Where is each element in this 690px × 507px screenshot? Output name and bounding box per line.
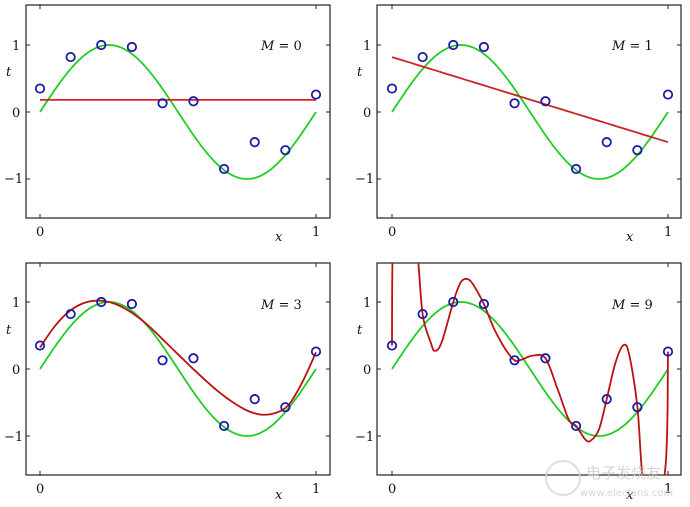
axis-ticks [377, 5, 681, 218]
x-axis-label: x [626, 488, 634, 503]
model-order-label: M = 0 [260, 39, 302, 54]
axis-ticks [26, 5, 330, 218]
plot-curves [391, 263, 669, 475]
y-axis-label: t [357, 323, 363, 338]
y-tick-neg1: −1 [355, 430, 374, 445]
y-tick-1: 1 [363, 39, 371, 54]
x-tick-0: 0 [388, 225, 396, 240]
panel-m3: 1 0 −1 t 0 1 x M = 3 [4, 262, 331, 503]
y-axis-label: t [6, 65, 12, 80]
y-tick-0: 0 [363, 363, 371, 378]
y-tick-neg1: −1 [355, 172, 374, 187]
model-order-label: M = 9 [611, 298, 653, 313]
plot-curves [39, 44, 317, 180]
y-tick-1: 1 [363, 296, 371, 311]
x-tick-1: 1 [312, 225, 320, 240]
panel-m1: 1 0 −1 t 0 1 x M = 1 [355, 4, 682, 245]
x-axis-label: x [275, 488, 283, 503]
plot-curves [39, 299, 317, 437]
y-axis-label: t [357, 65, 363, 80]
panel-m0: 1 0 −1 t 0 1 x M = 0 [4, 4, 331, 245]
x-axis-label: x [626, 230, 634, 245]
y-axis-label: t [6, 323, 12, 338]
y-tick-1: 1 [12, 296, 20, 311]
data-points [386, 39, 674, 175]
x-tick-1: 1 [312, 482, 320, 497]
model-order-label: M = 1 [611, 39, 653, 54]
x-tick-1: 1 [664, 225, 672, 240]
y-tick-0: 0 [12, 363, 20, 378]
watermark-logo-icon [545, 460, 581, 496]
model-order-label: M = 3 [260, 298, 302, 313]
axis-ticks [26, 263, 330, 475]
watermark: 电子发烧友 www.elecfans.com [545, 460, 673, 499]
x-tick-0: 0 [36, 482, 44, 497]
panel-m9: 1 0 −1 t 0 1 x M = 9 [355, 262, 682, 503]
plot-curves [391, 44, 669, 180]
watermark-text: 电子发烧友 [586, 464, 661, 482]
data-points [34, 39, 322, 175]
data-points [386, 296, 674, 432]
x-tick-1: 1 [664, 482, 672, 497]
y-tick-1: 1 [12, 39, 20, 54]
y-tick-0: 0 [363, 106, 371, 121]
watermark-url: www.elecfans.com [580, 488, 673, 499]
y-tick-0: 0 [12, 106, 20, 121]
x-tick-0: 0 [36, 225, 44, 240]
y-tick-neg1: −1 [4, 172, 23, 187]
x-tick-0: 0 [388, 482, 396, 497]
data-points [34, 296, 322, 432]
x-axis-label: x [275, 230, 283, 245]
y-tick-neg1: −1 [4, 430, 23, 445]
